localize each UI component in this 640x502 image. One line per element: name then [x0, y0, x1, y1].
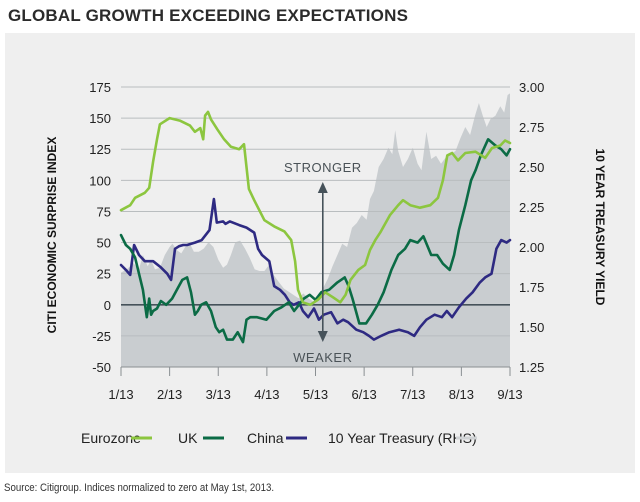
y2-axis-title: 10 YEAR TREASURY YIELD: [593, 149, 607, 306]
x-tick-label: 7/13: [400, 387, 425, 402]
x-tick-label: 2/13: [157, 387, 182, 402]
y-tick-label: 125: [89, 142, 111, 157]
annotation-stronger: STRONGER: [284, 160, 362, 175]
legend-item-eurozone: Eurozone: [81, 430, 152, 446]
y-tick-label: 150: [89, 111, 111, 126]
legend-label: China: [247, 430, 284, 446]
series-line-china: [119, 197, 512, 341]
legend-label: UK: [178, 430, 198, 446]
y2-tick-label: 2.75: [519, 120, 544, 135]
y2-tick-label: 3.00: [519, 80, 544, 95]
series-lines: [119, 110, 512, 344]
x-tick-label: 8/13: [449, 387, 474, 402]
legend-label: Eurozone: [81, 430, 141, 446]
y-tick-label: -50: [92, 360, 111, 375]
y2-tick-label: 1.75: [519, 280, 544, 295]
chart-panel: [5, 33, 635, 473]
y2-tick-label: 2.00: [519, 240, 544, 255]
legend-item-treasury: 10 Year Treasury (RHS): [328, 430, 477, 446]
arrow-up-head: [317, 182, 328, 193]
y-tick-label: -25: [92, 329, 111, 344]
y2-tick-label: 2.50: [519, 160, 544, 175]
legend: Eurozone UK China 10 Year Treasury (RHS): [81, 430, 477, 446]
y-tick-label: 75: [97, 204, 111, 219]
legend-label: 10 Year Treasury (RHS): [328, 430, 477, 446]
series-line-eurozone: [119, 110, 512, 307]
x-tick-label: 4/13: [254, 387, 279, 402]
y-axis-title: CITI ECONOMIC SURPRISE INDEX: [45, 137, 59, 334]
x-tick-label: 5/13: [303, 387, 328, 402]
annotation-weaker: WEAKER: [293, 350, 352, 365]
treasury-area-layer: [121, 93, 510, 368]
y2-tick-label: 2.25: [519, 200, 544, 215]
y-tick-label: 100: [89, 173, 111, 188]
chart-title: GLOBAL GROWTH EXCEEDING EXPECTATIONS: [8, 6, 409, 25]
y2-tick-label: 1.50: [519, 320, 544, 335]
y2-tick-label: 1.25: [519, 360, 544, 375]
arrow-down-head: [317, 331, 328, 342]
source-note: Source: Citigroup. Indices normalized to…: [4, 482, 275, 494]
series-line-uk: [119, 138, 512, 344]
treasury-area: [121, 93, 510, 368]
y-tick-label: 50: [97, 236, 111, 251]
y-tick-label: 25: [97, 267, 111, 282]
legend-item-uk: UK: [178, 430, 224, 446]
x-tick-label: 3/13: [206, 387, 231, 402]
x-tick-label: 6/13: [351, 387, 376, 402]
axes: CITI ECONOMIC SURPRISE INDEX 10 YEAR TRE…: [45, 80, 607, 402]
annotation-layer: STRONGER WEAKER: [284, 160, 362, 365]
x-tick-label: 9/13: [497, 387, 522, 402]
legend-item-china: China: [247, 430, 307, 446]
y-tick-label: 0: [104, 298, 111, 313]
y-tick-label: 175: [89, 80, 111, 95]
x-tick-label: 1/13: [108, 387, 133, 402]
